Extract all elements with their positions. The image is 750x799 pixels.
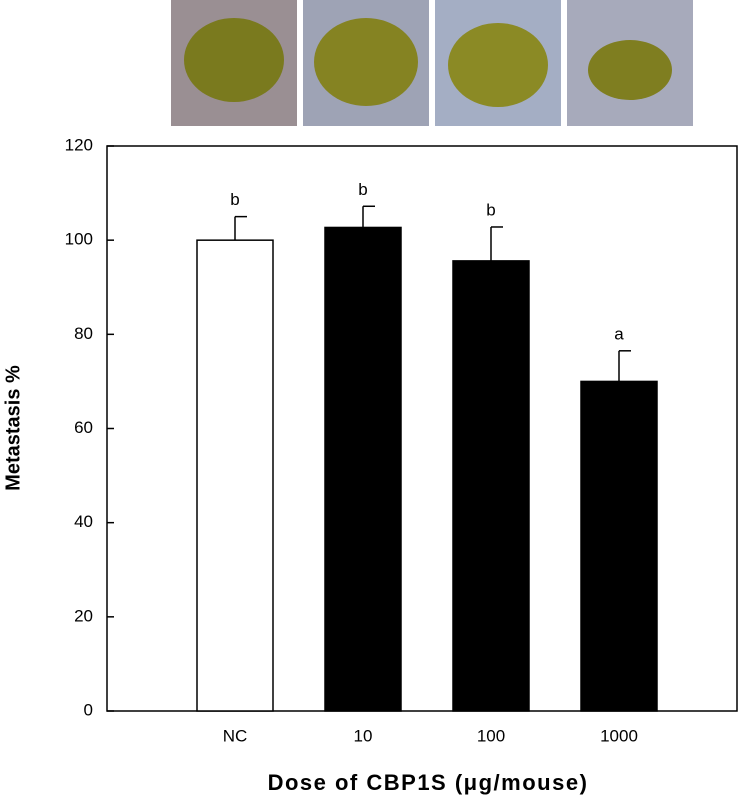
y-tick-label: 80	[74, 324, 93, 343]
bar	[452, 260, 530, 712]
x-axis-title: Dose of CBP1S (μg/mouse)	[268, 770, 589, 795]
y-axis-title: Metastasis %	[2, 365, 24, 491]
annotation: b	[486, 200, 495, 219]
annotation: b	[230, 190, 239, 209]
y-tick-label: 0	[84, 700, 93, 719]
annotation: b	[358, 180, 367, 199]
photo-organ	[588, 40, 672, 100]
x-tick-label: NC	[223, 726, 248, 745]
photo-organ	[314, 18, 418, 106]
annotation: a	[614, 324, 624, 343]
y-tick-label: 20	[74, 606, 93, 625]
photo-organ	[184, 18, 284, 102]
bar	[580, 380, 658, 712]
photos	[171, 0, 693, 126]
bar	[324, 226, 402, 712]
x-tick-label: 10	[354, 726, 373, 745]
y-tick-label: 120	[65, 135, 93, 154]
y-tick-label: 60	[74, 418, 93, 437]
y-tick-label: 40	[74, 512, 93, 531]
y-tick-label: 100	[65, 230, 93, 249]
x-tick-label: 1000	[600, 726, 638, 745]
photo-organ	[448, 23, 548, 107]
bar	[196, 239, 274, 712]
x-tick-label: 100	[477, 726, 505, 745]
